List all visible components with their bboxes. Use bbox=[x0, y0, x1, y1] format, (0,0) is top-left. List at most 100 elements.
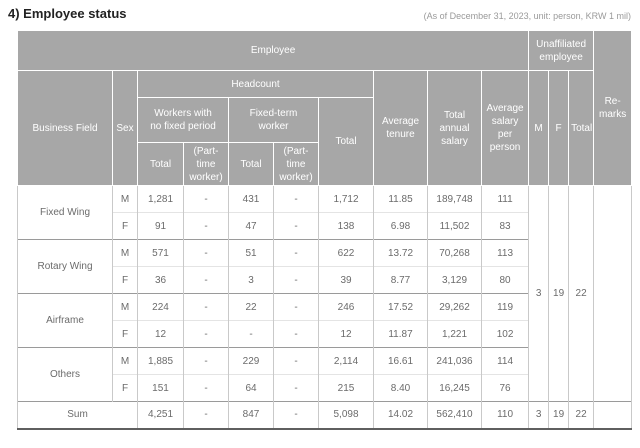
salary-cell: 3,129 bbox=[427, 266, 482, 294]
table-row: Fixed Wing M 1,281 - 431 - 1,712 11.85 1… bbox=[17, 185, 633, 402]
unit-note: (As of December 31, 2023, unit: person, … bbox=[423, 11, 631, 21]
tenure-cell: 14.02 bbox=[373, 401, 428, 430]
salary-cell: 16,245 bbox=[427, 374, 482, 402]
ft-total-cell: 22 bbox=[228, 293, 274, 321]
wnf-pt-cell: - bbox=[183, 293, 229, 321]
sum-label-cell: Sum bbox=[17, 401, 138, 430]
ft-pt-cell: - bbox=[273, 347, 319, 375]
headcount-total-cell: 138 bbox=[318, 212, 374, 240]
sex-cell: F bbox=[112, 320, 138, 348]
wnf-pt-cell: - bbox=[183, 320, 229, 348]
ft-total-cell: 229 bbox=[228, 347, 274, 375]
salary-cell: 562,410 bbox=[427, 401, 482, 430]
ft-pt-cell: - bbox=[273, 293, 319, 321]
header-headcount: Headcount bbox=[137, 70, 374, 98]
unaffiliated-total-cell: 22 bbox=[568, 185, 595, 402]
ft-pt-cell: - bbox=[273, 239, 319, 267]
wnf-pt-cell: - bbox=[183, 185, 229, 213]
ft-total-cell: 847 bbox=[228, 401, 274, 430]
ft-total-cell: 3 bbox=[228, 266, 274, 294]
headcount-total-cell: 39 bbox=[318, 266, 374, 294]
ft-total-cell: 64 bbox=[228, 374, 274, 402]
salary-cell: 241,036 bbox=[427, 347, 482, 375]
wnf-pt-cell: - bbox=[183, 401, 229, 430]
ft-pt-cell: - bbox=[273, 185, 319, 213]
headcount-total-cell: 215 bbox=[318, 374, 374, 402]
tenure-cell: 6.98 bbox=[373, 212, 428, 240]
header-employee: Employee bbox=[16, 30, 530, 71]
avg-salary-cell: 83 bbox=[480, 212, 530, 240]
headcount-total-cell: 246 bbox=[318, 293, 374, 321]
ft-pt-cell: - bbox=[273, 374, 319, 402]
wnf-total-cell: 151 bbox=[137, 374, 184, 402]
table-row: Rotary Wing M 571 - 51 - 622 13.72 70,26… bbox=[17, 239, 632, 294]
wnf-total-cell: 4,251 bbox=[137, 401, 184, 430]
header-wnf-part-time: (Part-time worker) bbox=[183, 142, 229, 186]
header-ft-total: Total bbox=[228, 142, 274, 186]
tenure-cell: 11.87 bbox=[373, 320, 428, 348]
avg-salary-cell: 114 bbox=[480, 347, 530, 375]
table-row: F 36 - 3 - 39 8.77 3,129 80 bbox=[18, 266, 632, 294]
header-total-annual-salary: Total annual salary bbox=[427, 70, 482, 186]
avg-salary-cell: 76 bbox=[480, 374, 530, 402]
header-average-salary-per-person: Average salary per person bbox=[480, 70, 530, 186]
sex-cell: M bbox=[112, 293, 138, 321]
header-workers-no-fixed-period: Workers with no fixed period bbox=[137, 97, 229, 143]
headcount-total-cell: 5,098 bbox=[318, 401, 374, 430]
header-unaffiliated-m: M bbox=[528, 70, 550, 186]
header-remarks: Re-marks bbox=[593, 30, 633, 186]
page-title: 4) Employee status bbox=[8, 6, 127, 21]
header-unaffiliated-total: Total bbox=[568, 70, 595, 186]
avg-salary-cell: 113 bbox=[480, 239, 530, 267]
salary-cell: 29,262 bbox=[427, 293, 482, 321]
avg-salary-cell: 111 bbox=[480, 185, 530, 213]
ft-total-cell: - bbox=[228, 320, 274, 348]
tenure-cell: 17.52 bbox=[373, 293, 428, 321]
tenure-cell: 16.61 bbox=[373, 347, 428, 375]
remarks-cell bbox=[593, 185, 633, 402]
sum-row: Sum 4,251 - 847 - 5,098 14.02 562,410 11… bbox=[17, 401, 633, 430]
header-unaffiliated-employee: Unaffiliated employee bbox=[528, 30, 595, 71]
wnf-total-cell: 571 bbox=[137, 239, 184, 267]
wnf-pt-cell: - bbox=[183, 347, 229, 375]
wnf-pt-cell: - bbox=[183, 266, 229, 294]
sex-cell: F bbox=[112, 374, 138, 402]
ft-total-cell: 47 bbox=[228, 212, 274, 240]
salary-cell: 189,748 bbox=[427, 185, 482, 213]
headcount-total-cell: 12 bbox=[318, 320, 374, 348]
header-average-tenure: Average tenure bbox=[373, 70, 428, 186]
page-header: 4) Employee status (As of December 31, 2… bbox=[8, 6, 631, 21]
headcount-total-cell: 2,114 bbox=[318, 347, 374, 375]
tenure-cell: 11.85 bbox=[373, 185, 428, 213]
avg-salary-cell: 102 bbox=[480, 320, 530, 348]
business-field-cell: Fixed Wing bbox=[17, 185, 113, 240]
header-headcount-total: Total bbox=[318, 97, 374, 186]
unaffiliated-m-cell: 3 bbox=[528, 185, 550, 402]
header-fixed-term-worker: Fixed-term worker bbox=[228, 97, 319, 143]
avg-salary-cell: 119 bbox=[480, 293, 530, 321]
unaffiliated-f-cell: 19 bbox=[548, 185, 570, 402]
ft-pt-cell: - bbox=[273, 401, 319, 430]
ft-total-cell: 431 bbox=[228, 185, 274, 213]
business-field-cell: Airframe bbox=[17, 293, 113, 348]
header-ft-part-time: (Part-time worker) bbox=[273, 142, 319, 186]
avg-salary-cell: 110 bbox=[480, 401, 530, 430]
wnf-total-cell: 1,281 bbox=[137, 185, 184, 213]
header-sex: Sex bbox=[112, 70, 138, 186]
headcount-total-cell: 1,712 bbox=[318, 185, 374, 213]
wnf-pt-cell: - bbox=[183, 212, 229, 240]
tenure-cell: 8.77 bbox=[373, 266, 428, 294]
header-unaffiliated-f: F bbox=[548, 70, 570, 186]
wnf-total-cell: 224 bbox=[137, 293, 184, 321]
salary-cell: 1,221 bbox=[427, 320, 482, 348]
table-row: Others M 1,885 - 229 - 2,114 16.61 241,0… bbox=[17, 347, 632, 402]
ft-pt-cell: - bbox=[273, 266, 319, 294]
tenure-cell: 8.40 bbox=[373, 374, 428, 402]
avg-salary-cell: 80 bbox=[480, 266, 530, 294]
wnf-total-cell: 91 bbox=[137, 212, 184, 240]
wnf-pt-cell: - bbox=[183, 239, 229, 267]
employee-status-table: Employee Unaffiliated employee Re-marks … bbox=[16, 30, 633, 430]
table-row: F 91 - 47 - 138 6.98 11,502 83 bbox=[18, 212, 632, 240]
wnf-pt-cell: - bbox=[183, 374, 229, 402]
unaffiliated-f-cell: 19 bbox=[548, 401, 570, 430]
